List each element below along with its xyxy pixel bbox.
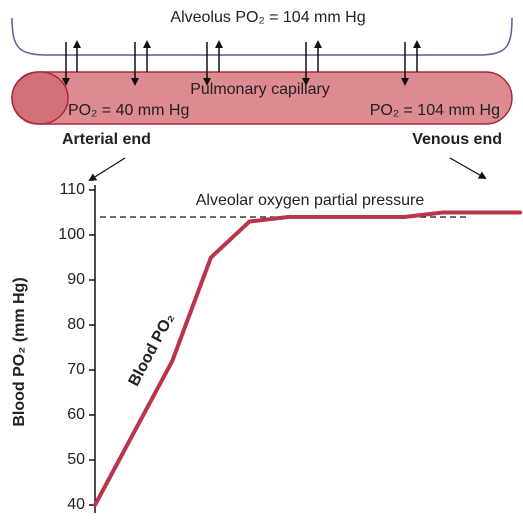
alveolus-label: Alveolus PO₂ = 104 mm Hg [170,9,365,26]
y-tick-label: 70 [67,361,85,378]
venous-po2: PO₂ = 104 mm Hg [370,102,500,119]
alveolus-membrane [11,17,513,56]
arterial-end: Arterial end [62,131,151,148]
y-tick-label: 60 [67,406,85,423]
y-axis-label: Blood PO₂ (mm Hg) [11,277,28,426]
reference-label: Alveolar oxygen partial pressure [196,192,425,209]
capillary-end [11,71,69,125]
pointer [449,157,487,179]
y-tick-label: 100 [58,226,85,243]
venous-end: Venous end [412,131,502,148]
y-tick-label: 110 [59,181,85,198]
pointer [88,157,126,182]
series-label: Blood PO₂ [125,311,178,390]
exchange-arrows [62,40,421,86]
y-tick-label: 50 [67,451,85,468]
series-line [93,210,522,507]
arterial-po2: PO₂ = 40 mm Hg [68,102,189,119]
y-tick-label: 90 [67,271,85,288]
y-tick-label: 80 [67,316,85,333]
capillary-label: Pulmonary capillary [190,81,330,98]
y-tick-label: 40 [67,496,85,513]
